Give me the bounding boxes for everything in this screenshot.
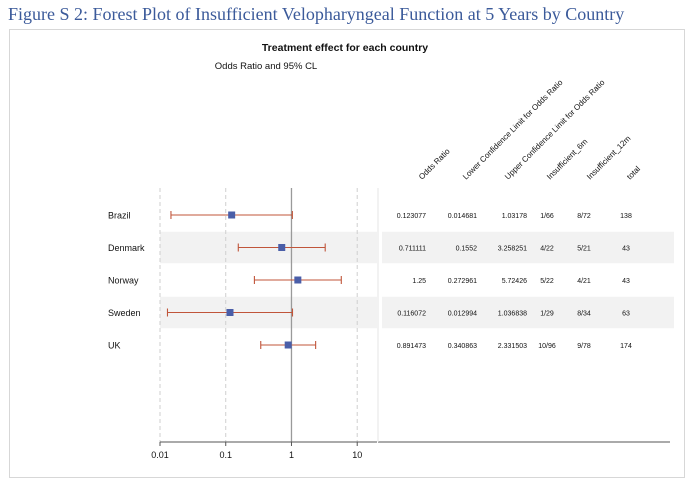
row-label: Norway <box>108 276 139 286</box>
table-cell-ins12: 4/21 <box>577 278 591 285</box>
point-estimate <box>285 342 292 349</box>
x-tick-label: 0.1 <box>219 450 232 460</box>
chart-subtitle: Odds Ratio and 95% CL <box>215 61 317 72</box>
column-header: total <box>625 164 642 181</box>
column-header: Odds Ratio <box>417 146 452 181</box>
point-estimate <box>226 309 233 316</box>
table-cell-total: 174 <box>620 343 632 350</box>
table-cell-or: 0.116072 <box>397 311 426 318</box>
row-label: Denmark <box>108 243 145 253</box>
table-cell-lcl: 0.012994 <box>448 311 477 318</box>
point-estimate <box>294 277 301 284</box>
table-cell-total: 63 <box>622 311 630 318</box>
table-cell-ins6: 1/66 <box>540 213 554 220</box>
chart-frame: Treatment effect for each country Odds Ra… <box>9 29 685 478</box>
table-cell-ins12: 8/72 <box>577 213 591 220</box>
column-header: Insufficient_6m <box>545 137 590 182</box>
table-cell-total: 138 <box>620 213 632 220</box>
row-label: UK <box>108 341 121 351</box>
point-estimate <box>278 244 285 251</box>
point-estimate <box>228 212 235 219</box>
table-cell-total: 43 <box>622 278 630 285</box>
x-tick-label: 10 <box>352 450 362 460</box>
table-cell-or: 1.25 <box>412 278 426 285</box>
table-cell-lcl: 0.272961 <box>448 278 477 285</box>
row-label: Sweden <box>108 308 141 318</box>
table-cell-or: 0.711111 <box>399 246 426 253</box>
table-cell-lcl: 0.1552 <box>456 246 478 253</box>
table-cell-ucl: 2.331503 <box>498 343 527 350</box>
table-cell-ins12: 5/21 <box>577 246 591 253</box>
table-cell-ucl: 1.03178 <box>502 213 527 220</box>
table-cell-or: 0.891473 <box>397 343 426 350</box>
table-cell-lcl: 0.340863 <box>448 343 477 350</box>
table-cell-lcl: 0.014681 <box>448 213 477 220</box>
x-tick-label: 0.01 <box>151 450 169 460</box>
table-cell-ins12: 8/34 <box>577 311 591 318</box>
table-cell-or: 0.123077 <box>397 213 426 220</box>
table-cell-ucl: 3.258251 <box>498 246 527 253</box>
figure-caption: Figure S 2: Forest Plot of Insufficient … <box>8 4 624 25</box>
table-cell-ins6: 1/29 <box>540 311 554 318</box>
row-label: Brazil <box>108 211 131 221</box>
x-tick-label: 1 <box>289 450 294 460</box>
table-cell-ins6: 10/96 <box>538 343 556 350</box>
table-cell-ins6: 5/22 <box>540 278 554 285</box>
chart-title: Treatment effect for each country <box>262 42 428 54</box>
table-cell-ucl: 5.72426 <box>502 278 527 285</box>
table-cell-total: 43 <box>622 246 630 253</box>
table-cell-ucl: 1.036838 <box>498 311 527 318</box>
table-cell-ins6: 4/22 <box>540 246 554 253</box>
table-cell-ins12: 9/78 <box>577 343 591 350</box>
forest-plot: Treatment effect for each country Odds Ra… <box>10 30 684 477</box>
